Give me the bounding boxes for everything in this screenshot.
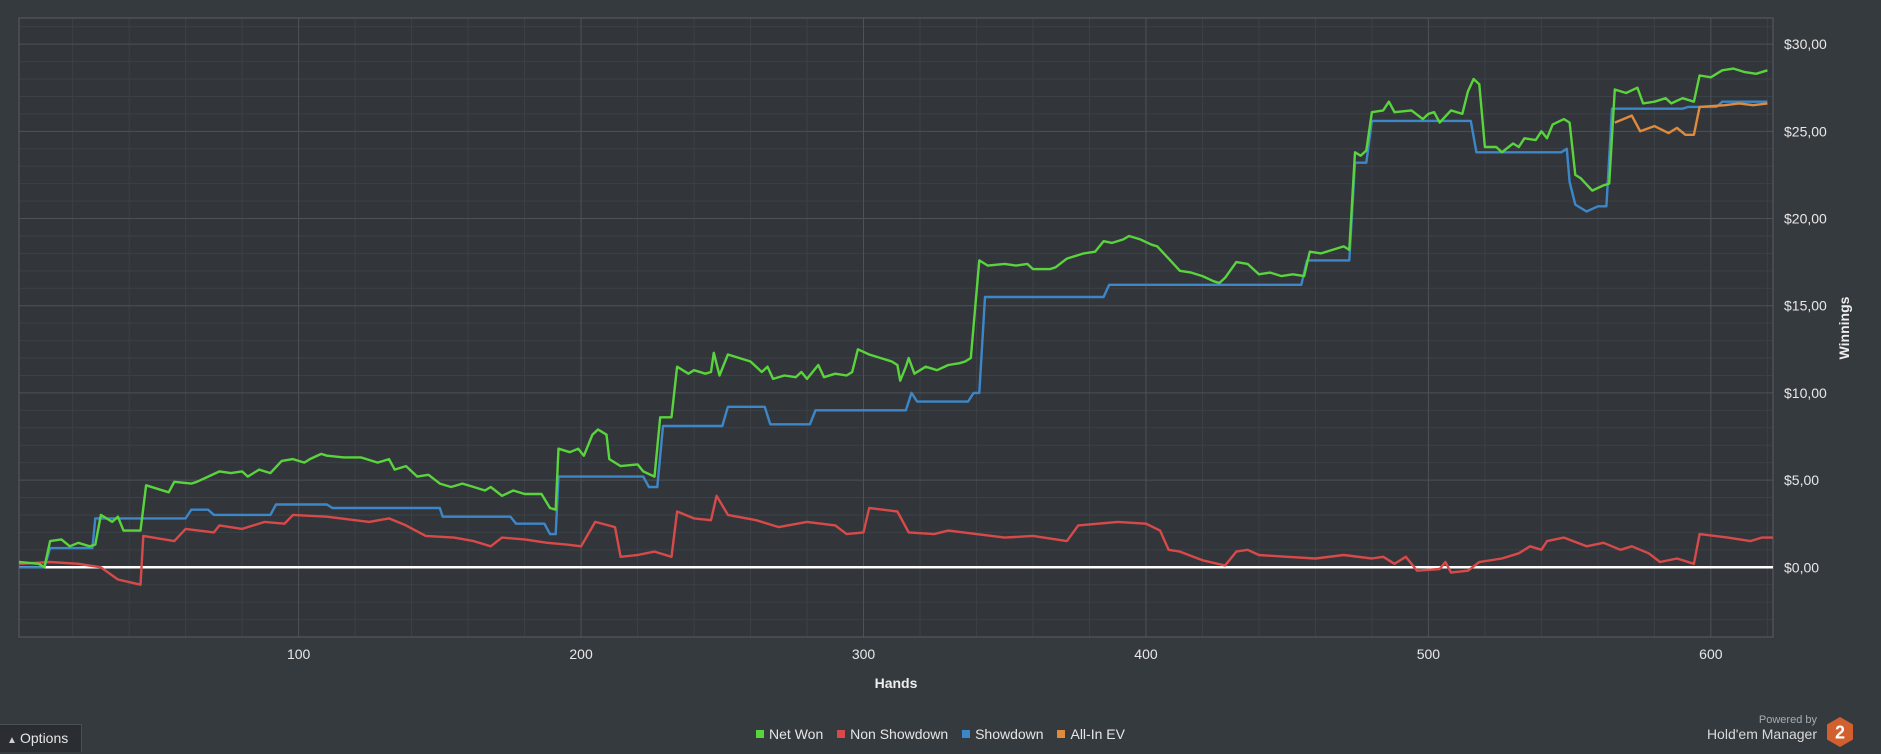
series-line-all-in-ev xyxy=(1614,102,1768,136)
legend-item-net-won[interactable]: Net Won xyxy=(756,726,823,742)
brand-name: Hold'em Manager xyxy=(1706,726,1817,742)
series-line-showdown xyxy=(19,100,1768,569)
y-tick-label: $30,00 xyxy=(1784,36,1827,52)
legend-item-showdown[interactable]: Showdown xyxy=(962,726,1044,742)
legend-label: Showdown xyxy=(975,726,1044,742)
series-line-net-won xyxy=(18,67,1768,569)
x-axis-ticks: 100 200 300 400 500 600 xyxy=(287,646,1723,662)
powered-by: Powered by Hold'em Manager xyxy=(1707,713,1817,741)
legend-item-all-in-ev[interactable]: All-In EV xyxy=(1057,726,1125,742)
options-label: Options xyxy=(20,730,69,746)
legend-swatch xyxy=(1057,730,1066,738)
y-tick-label: $25,00 xyxy=(1784,123,1827,139)
y-tick-label: $0,00 xyxy=(1784,559,1819,575)
y-tick-label: $20,00 xyxy=(1784,211,1827,227)
legend-swatch xyxy=(962,730,971,738)
y-axis-title: Winnings xyxy=(1836,296,1852,359)
grid-major xyxy=(19,18,1773,637)
plot-border xyxy=(18,17,1774,638)
legend-swatch xyxy=(837,730,846,738)
x-tick-label: 100 xyxy=(287,646,311,662)
x-tick-label: 600 xyxy=(1699,646,1723,662)
legend-label: All-In EV xyxy=(1070,726,1125,742)
legend-label: Net Won xyxy=(769,726,824,742)
x-tick-label: 300 xyxy=(852,646,876,662)
legend-swatch xyxy=(756,730,765,738)
series-layer xyxy=(18,67,1773,586)
x-tick-label: 400 xyxy=(1134,646,1158,662)
holdem-manager-logo-icon: 2 xyxy=(1827,717,1853,747)
logo-text: 2 xyxy=(1835,723,1845,743)
grid-minor xyxy=(19,18,1773,638)
legend-label: Non Showdown xyxy=(850,726,949,742)
plot-background xyxy=(19,18,1773,637)
x-tick-label: 500 xyxy=(1417,646,1441,662)
options-button[interactable]: ▲ Options xyxy=(0,724,82,752)
x-tick-label: 200 xyxy=(569,646,593,662)
powered-by-text: Powered by xyxy=(1758,714,1817,726)
y-tick-label: $5,00 xyxy=(1784,472,1819,488)
legend: Net Won Non Showdown Showdown All-In EV xyxy=(0,726,1881,742)
legend-item-non-showdown[interactable]: Non Showdown xyxy=(837,726,948,742)
y-axis-ticks: $0,00 $5,00 $10,00 $15,00 $20,00 $25,00 $30,00 xyxy=(1784,36,1827,575)
series-line-non-showdown xyxy=(18,494,1773,586)
y-tick-label: $15,00 xyxy=(1784,298,1827,314)
x-axis-title: Hands xyxy=(875,675,918,691)
y-tick-label: $10,00 xyxy=(1784,385,1827,401)
caret-up-icon: ▲ xyxy=(7,735,17,746)
